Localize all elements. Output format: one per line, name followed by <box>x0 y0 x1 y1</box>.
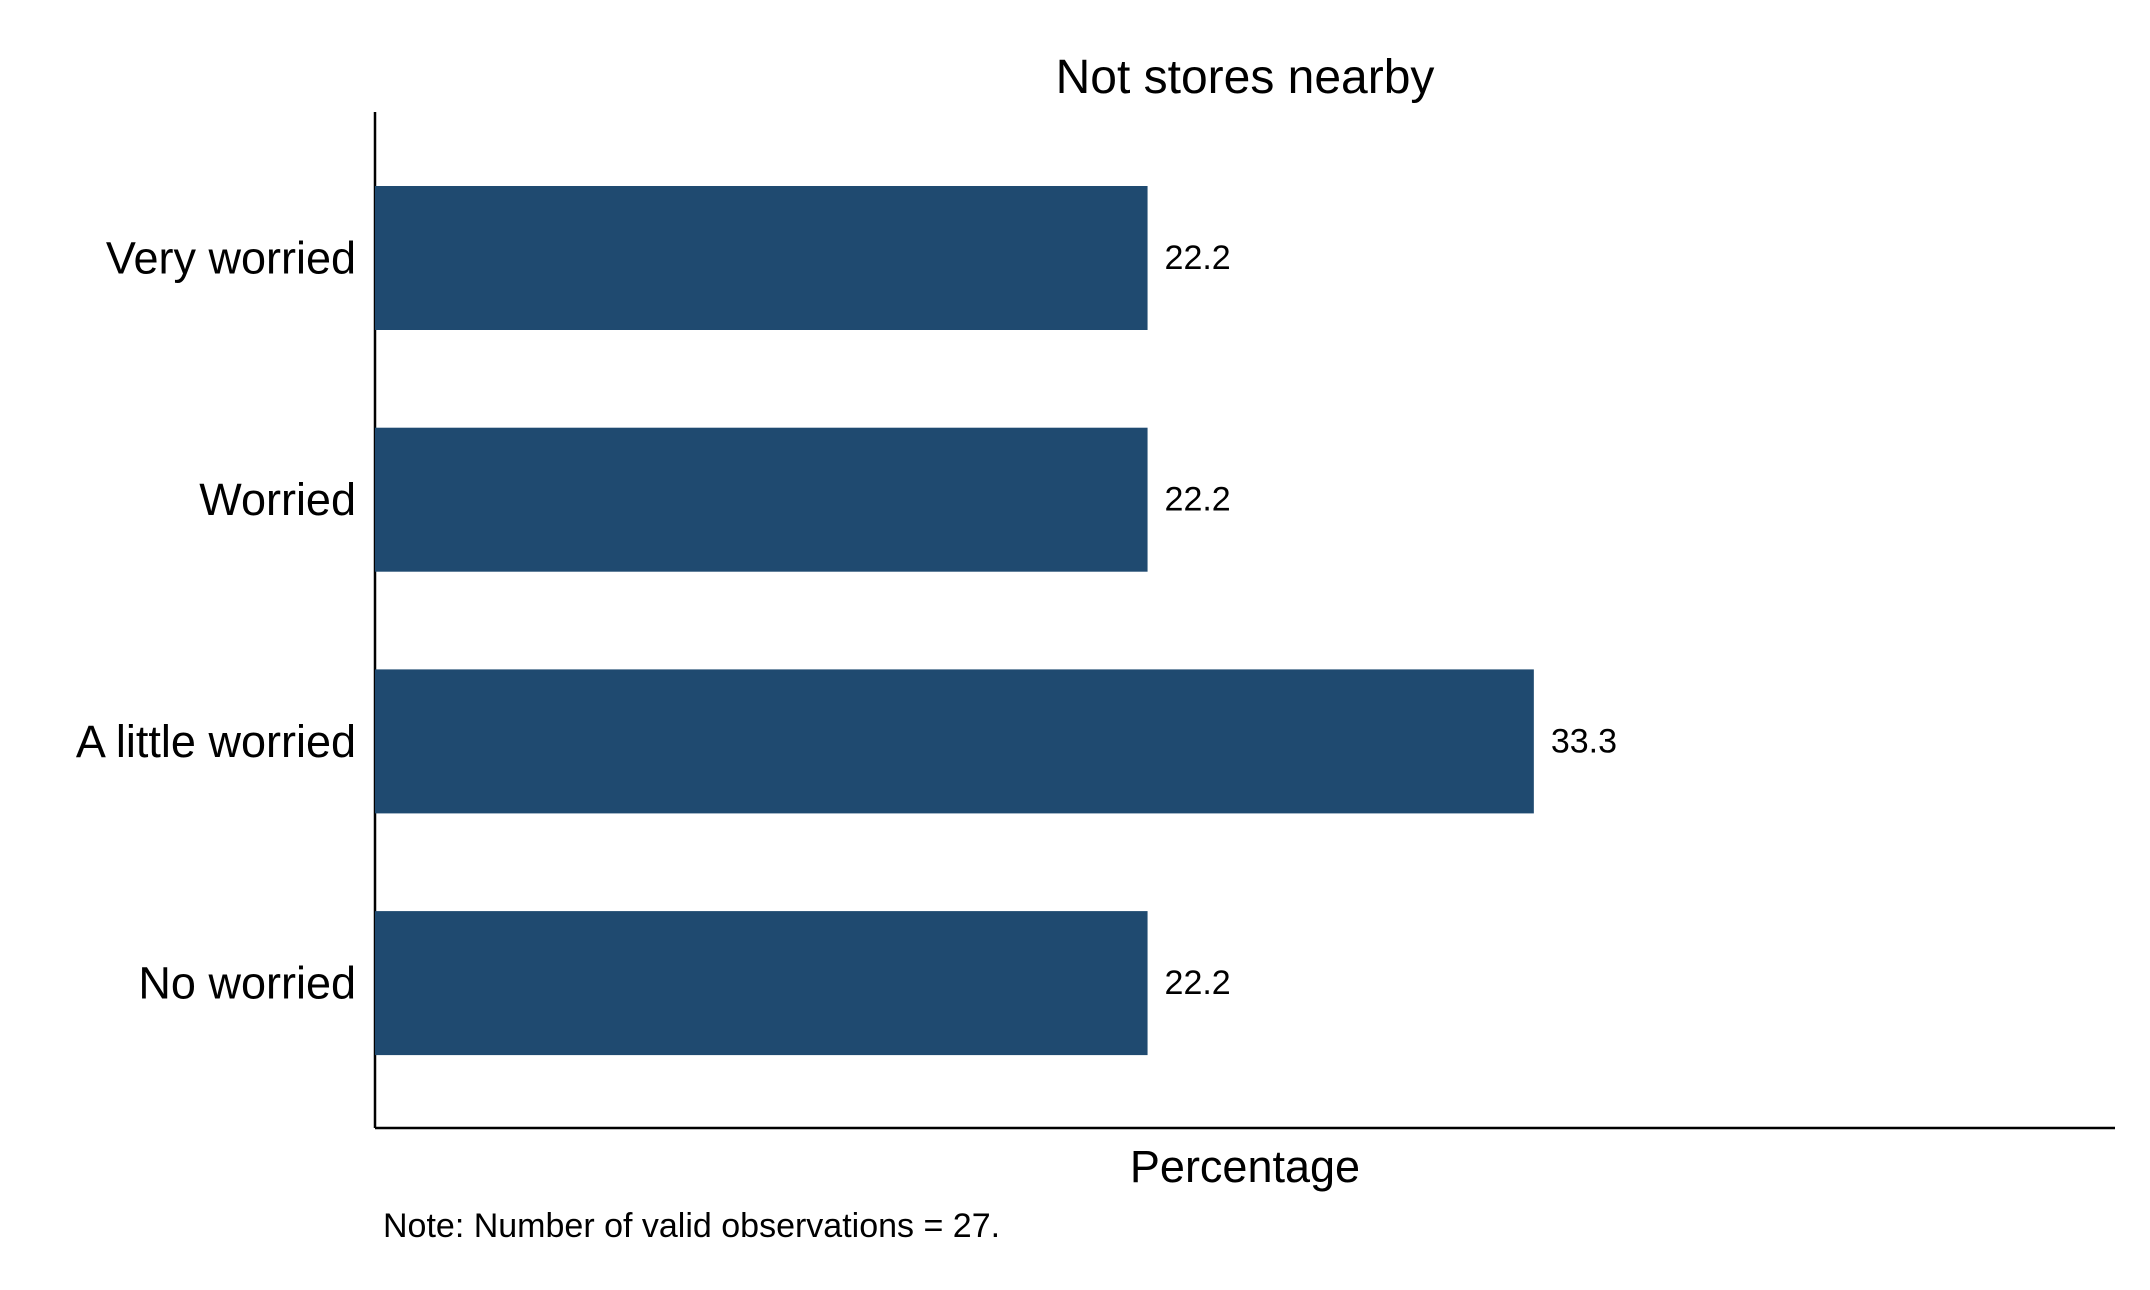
category-label: A little worried <box>76 716 356 767</box>
chart-title: Not stores nearby <box>1056 51 1435 104</box>
bar <box>375 669 1534 814</box>
bar <box>375 427 1148 572</box>
chart-note: Note: Number of valid observations = 27. <box>383 1207 1000 1245</box>
value-label: 22.2 <box>1165 964 1231 1002</box>
value-label: 33.3 <box>1551 722 1617 760</box>
value-label: 22.2 <box>1165 481 1231 519</box>
value-label: 22.2 <box>1165 239 1231 277</box>
bar <box>375 911 1148 1056</box>
category-label: No worried <box>138 958 356 1009</box>
category-label: Very worried <box>106 233 356 284</box>
category-label: Worried <box>199 474 356 525</box>
bars-group <box>375 186 1534 1056</box>
value-labels: 22.2 22.2 33.3 22.2 <box>1165 239 1617 1002</box>
category-labels: Very worried Worried A little worried No wo… <box>76 233 356 1009</box>
bar <box>375 186 1148 330</box>
x-axis-title: Percentage <box>1130 1141 1360 1192</box>
